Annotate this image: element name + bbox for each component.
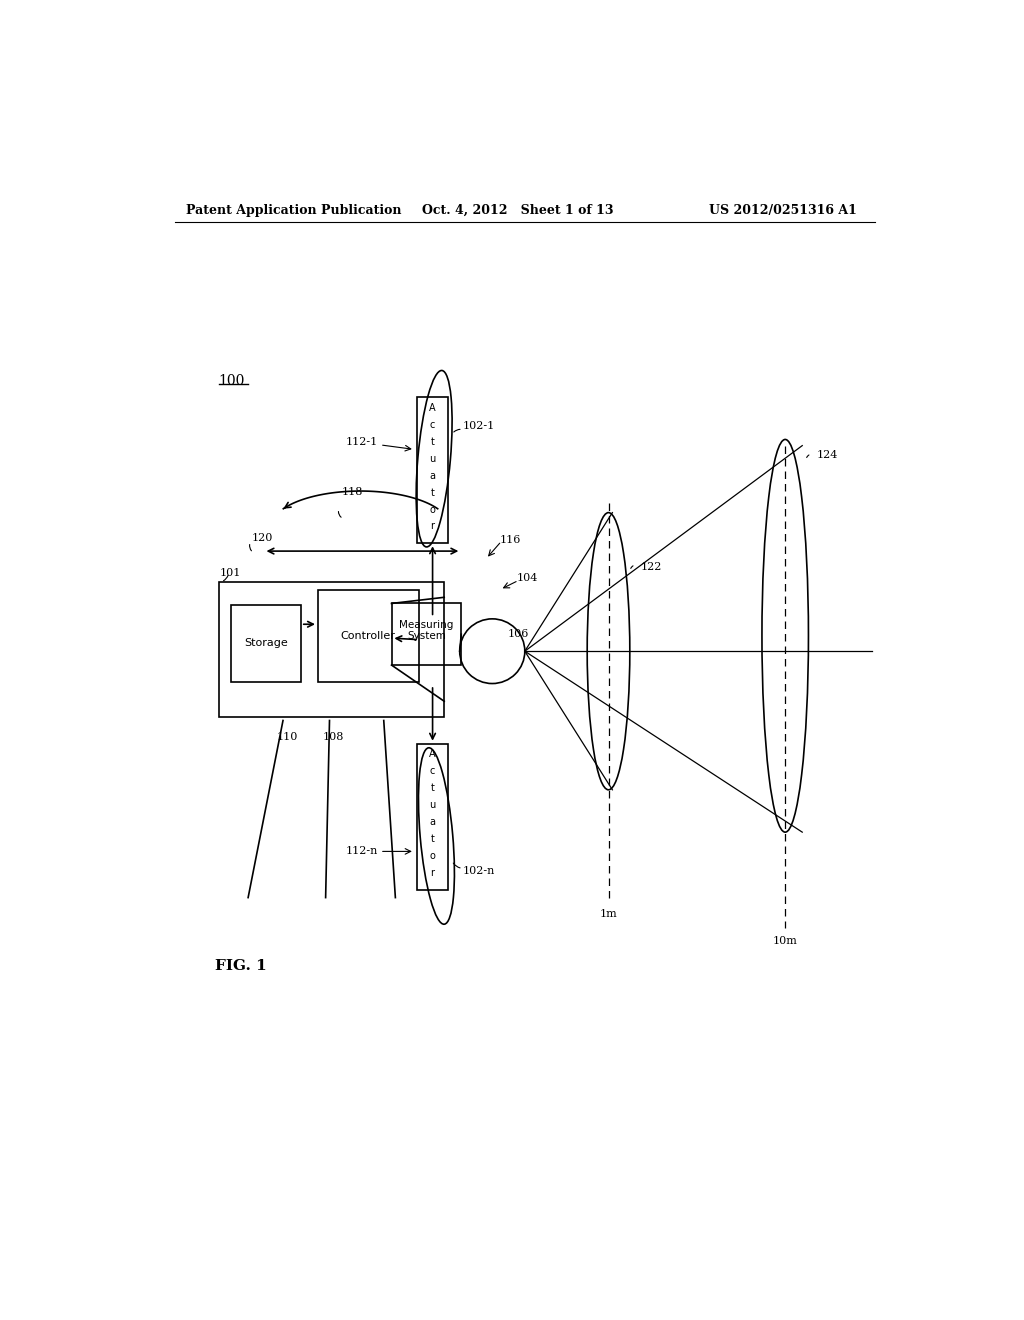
Text: r: r <box>430 869 434 878</box>
Text: 124: 124 <box>816 450 838 459</box>
Text: Storage: Storage <box>244 639 288 648</box>
Text: Oct. 4, 2012   Sheet 1 of 13: Oct. 4, 2012 Sheet 1 of 13 <box>423 205 614 218</box>
Text: FIG. 1: FIG. 1 <box>215 960 266 973</box>
Text: A: A <box>429 403 436 413</box>
Text: A: A <box>429 750 436 759</box>
Text: 118: 118 <box>342 487 364 498</box>
Text: 112-n: 112-n <box>345 846 378 857</box>
Text: 116: 116 <box>500 535 521 545</box>
Text: 106: 106 <box>508 630 529 639</box>
Text: 120: 120 <box>252 533 273 544</box>
Text: a: a <box>430 817 435 828</box>
Text: 112-1: 112-1 <box>345 437 378 446</box>
Text: o: o <box>430 851 435 861</box>
Text: 104: 104 <box>517 573 539 583</box>
Text: 102-n: 102-n <box>463 866 496 875</box>
Text: 102-1: 102-1 <box>463 421 495 432</box>
Text: o: o <box>430 504 435 515</box>
Text: t: t <box>431 487 434 498</box>
Text: c: c <box>430 420 435 430</box>
Text: u: u <box>429 454 435 463</box>
Text: Controller: Controller <box>341 631 395 640</box>
Text: u: u <box>429 800 435 810</box>
Text: Measuring
System: Measuring System <box>399 619 454 642</box>
Text: t: t <box>431 834 434 843</box>
Text: t: t <box>431 437 434 446</box>
Text: Patent Application Publication: Patent Application Publication <box>186 205 401 218</box>
Text: r: r <box>430 521 434 532</box>
Text: 1m: 1m <box>600 909 617 919</box>
Text: a: a <box>430 471 435 480</box>
Text: 122: 122 <box>641 561 663 572</box>
Text: 100: 100 <box>219 374 245 388</box>
Text: t: t <box>431 783 434 793</box>
Text: 10m: 10m <box>773 936 798 946</box>
Text: US 2012/0251316 A1: US 2012/0251316 A1 <box>710 205 857 218</box>
Text: 108: 108 <box>323 733 344 742</box>
Text: 110: 110 <box>276 733 298 742</box>
Text: c: c <box>430 767 435 776</box>
Text: 101: 101 <box>219 568 241 578</box>
